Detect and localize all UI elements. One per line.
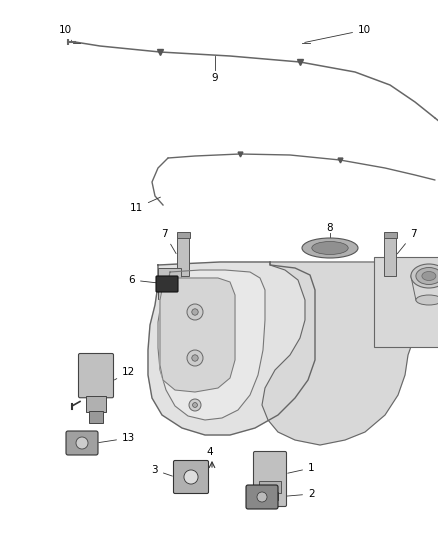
Circle shape bbox=[187, 304, 203, 320]
FancyBboxPatch shape bbox=[86, 395, 106, 412]
Text: 1: 1 bbox=[288, 463, 314, 473]
Text: 13: 13 bbox=[99, 433, 135, 443]
Text: 5: 5 bbox=[201, 335, 208, 345]
Circle shape bbox=[192, 309, 198, 315]
Circle shape bbox=[184, 470, 198, 484]
Text: 7: 7 bbox=[161, 229, 176, 254]
FancyBboxPatch shape bbox=[78, 353, 113, 398]
FancyBboxPatch shape bbox=[254, 451, 286, 506]
Text: 11: 11 bbox=[130, 197, 160, 213]
Polygon shape bbox=[262, 262, 438, 445]
FancyBboxPatch shape bbox=[384, 237, 396, 276]
Circle shape bbox=[193, 402, 198, 407]
Text: 4: 4 bbox=[207, 447, 213, 457]
Polygon shape bbox=[158, 270, 265, 420]
FancyBboxPatch shape bbox=[177, 232, 190, 238]
Ellipse shape bbox=[416, 268, 438, 285]
FancyBboxPatch shape bbox=[156, 276, 178, 292]
Text: 6: 6 bbox=[128, 275, 164, 285]
Text: 12: 12 bbox=[114, 367, 135, 380]
FancyBboxPatch shape bbox=[246, 485, 278, 509]
Text: 7: 7 bbox=[397, 229, 417, 254]
FancyBboxPatch shape bbox=[66, 431, 98, 455]
FancyBboxPatch shape bbox=[89, 411, 103, 423]
Polygon shape bbox=[160, 278, 235, 392]
Circle shape bbox=[187, 350, 203, 366]
Text: 2: 2 bbox=[279, 489, 314, 499]
FancyBboxPatch shape bbox=[262, 492, 278, 500]
Text: 10: 10 bbox=[59, 25, 72, 41]
Text: 9: 9 bbox=[212, 73, 218, 83]
Text: 8: 8 bbox=[327, 223, 333, 233]
Ellipse shape bbox=[312, 241, 348, 254]
Circle shape bbox=[76, 437, 88, 449]
FancyBboxPatch shape bbox=[173, 461, 208, 494]
Circle shape bbox=[257, 492, 267, 502]
Ellipse shape bbox=[411, 264, 438, 288]
FancyBboxPatch shape bbox=[158, 268, 180, 298]
Circle shape bbox=[192, 355, 198, 361]
Text: 3: 3 bbox=[152, 465, 173, 476]
Ellipse shape bbox=[302, 238, 358, 258]
Ellipse shape bbox=[422, 271, 436, 280]
Polygon shape bbox=[148, 262, 315, 435]
FancyBboxPatch shape bbox=[384, 232, 396, 238]
Text: 10: 10 bbox=[305, 25, 371, 43]
Ellipse shape bbox=[416, 295, 438, 305]
FancyBboxPatch shape bbox=[374, 257, 438, 347]
Circle shape bbox=[189, 399, 201, 411]
FancyBboxPatch shape bbox=[259, 481, 281, 492]
FancyBboxPatch shape bbox=[177, 237, 189, 276]
